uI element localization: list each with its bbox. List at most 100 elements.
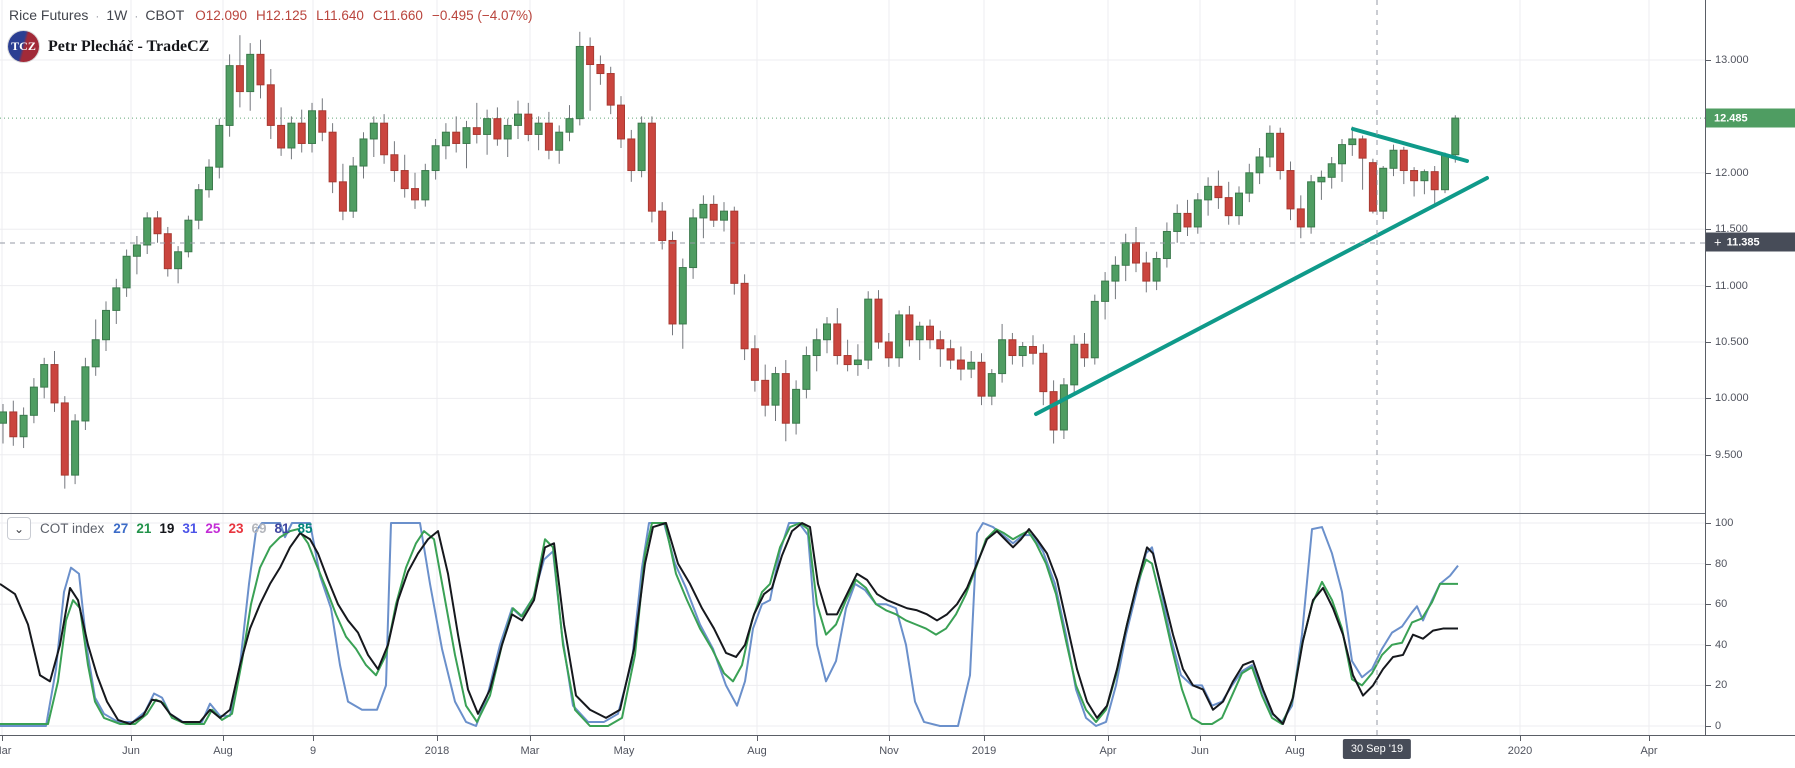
candle-down <box>9 411 18 438</box>
candle-up <box>565 118 574 133</box>
candle-up <box>802 355 811 390</box>
candle-down <box>256 53 265 86</box>
candle-down <box>1358 138 1367 159</box>
candle-down <box>596 64 605 75</box>
candle-down <box>658 210 667 241</box>
candle-up <box>1245 172 1254 194</box>
candle-down <box>338 181 347 212</box>
candle-down <box>544 122 553 151</box>
time-tick <box>624 736 625 741</box>
candle-down <box>586 45 595 66</box>
candle-up <box>1090 300 1099 359</box>
candle-down <box>390 154 399 172</box>
candle-down <box>380 122 389 156</box>
pane-divider[interactable] <box>0 513 1705 514</box>
candle-down <box>1183 212 1192 228</box>
price-tick-label: 10.000 <box>1715 392 1749 405</box>
candle-up <box>143 217 152 246</box>
interval-value[interactable]: 1W <box>106 7 128 23</box>
time-tick <box>1108 736 1109 741</box>
candle-down <box>709 203 718 221</box>
cot-tick <box>1706 523 1711 524</box>
candle-up <box>308 110 316 144</box>
candle-up <box>987 373 996 397</box>
cot-index-legend: ⌄ COT index 27 21 19 31 25 23 69 81 85 <box>7 517 313 540</box>
candle-down <box>328 131 337 183</box>
price-tick-label: 11.500 <box>1715 223 1748 236</box>
candle-up <box>771 373 780 406</box>
ascending-trendline[interactable] <box>1034 176 1489 416</box>
candle-down <box>524 113 533 135</box>
candle-up <box>441 131 450 147</box>
candle-up <box>246 53 255 93</box>
time-tick-label: Aug <box>747 745 767 757</box>
cot-tick-label: 0 <box>1715 720 1722 732</box>
candle-up <box>1235 192 1243 217</box>
candle-up <box>225 65 234 126</box>
candle-down <box>235 65 244 93</box>
candle-down <box>874 298 883 343</box>
cot-value: 23 <box>228 521 244 536</box>
candle-up <box>1204 185 1213 201</box>
symbol-title[interactable]: Rice Futures <box>9 7 89 23</box>
chevron-down-icon[interactable]: ⌄ <box>7 517 31 540</box>
time-tick-label: Aug <box>213 745 233 757</box>
candle-down <box>761 379 770 406</box>
candle-up <box>132 244 141 257</box>
cot-value: 31 <box>182 521 198 536</box>
candle-up <box>1348 138 1357 146</box>
time-tick <box>1520 736 1521 741</box>
candle-up <box>678 267 687 325</box>
header-separator: · <box>95 9 100 23</box>
price-axis[interactable]: 13.000 12.000 11.500 11.000 10.500 10.000 9.50… <box>1705 0 1795 735</box>
candle-up <box>483 118 492 135</box>
candle-up <box>1317 176 1326 183</box>
time-tick <box>2 736 3 741</box>
candle-up <box>1441 154 1449 191</box>
candle-up <box>102 309 110 341</box>
time-tick-label: Aug <box>1285 745 1305 757</box>
candle-down <box>153 217 162 235</box>
time-tick <box>131 736 132 741</box>
cot-value: 21 <box>136 521 152 536</box>
price-tick-label: 11.000 <box>1715 279 1748 292</box>
candle-up <box>287 122 296 149</box>
candle-up <box>91 339 100 368</box>
time-tick-label: 2020 <box>1507 745 1533 757</box>
crosshair-plus-icon: + <box>1714 234 1722 250</box>
candle-up <box>637 122 646 172</box>
candle-down <box>472 127 481 135</box>
candlestick-series[interactable] <box>0 31 1460 489</box>
cot-indicator-title[interactable]: COT index <box>40 521 105 536</box>
price-tick <box>1706 342 1711 343</box>
low-value: L11.640 <box>316 8 364 23</box>
cot-value: 81 <box>274 521 290 536</box>
candle-down <box>936 339 945 350</box>
symbol-header[interactable]: Rice Futures · 1W · CBOT O12.090 H12.125… <box>9 7 533 23</box>
candle-up <box>205 166 213 191</box>
candle-down <box>627 138 636 172</box>
candle-up <box>720 210 728 221</box>
candle-down <box>1286 170 1295 210</box>
candle-up <box>1152 258 1161 282</box>
time-tick <box>1295 736 1296 741</box>
candle-down <box>318 110 327 133</box>
time-tick <box>313 736 314 741</box>
candle-up <box>1265 132 1274 158</box>
cot-green-line <box>0 522 1458 727</box>
candle-down <box>1080 343 1089 359</box>
cot-blue-line <box>0 522 1459 727</box>
candle-up <box>1420 171 1429 182</box>
candle-down <box>493 118 502 140</box>
time-tick <box>437 736 438 741</box>
candle-down <box>297 122 306 144</box>
price-tick <box>1706 398 1711 400</box>
candle-down <box>884 341 893 359</box>
time-axis[interactable]: Mar Jun Aug 9 2018 Mar May Aug Nov 2019 Apr Jun Aug 2… <box>0 735 1795 768</box>
candle-up <box>812 339 821 357</box>
candle-down <box>956 359 965 370</box>
candle-up <box>1162 230 1171 260</box>
descending-trendline[interactable] <box>1351 127 1469 163</box>
candle-up <box>998 339 1007 375</box>
